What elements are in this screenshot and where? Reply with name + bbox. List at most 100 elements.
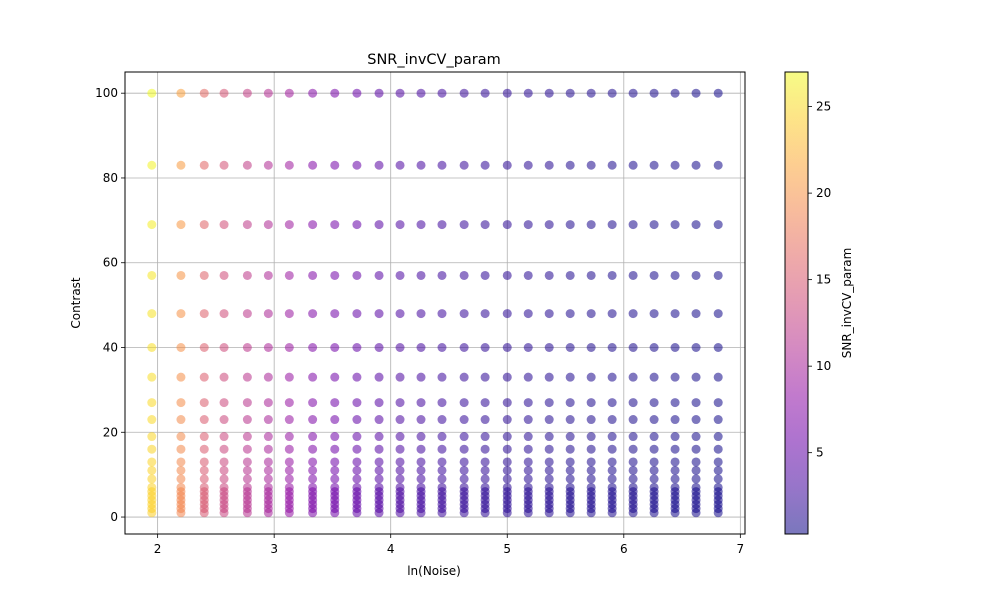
y-tick-label: 40 (103, 341, 118, 355)
scatter-point (502, 474, 512, 484)
scatter-point (219, 220, 229, 230)
scatter-point (523, 474, 533, 484)
scatter-point (713, 398, 723, 408)
scatter-point (691, 482, 701, 492)
scatter-point (395, 432, 405, 442)
scatter-point (330, 432, 340, 442)
scatter-point (176, 398, 186, 408)
scatter-point (713, 372, 723, 382)
scatter-point (199, 398, 209, 408)
scatter-point (713, 160, 723, 170)
scatter-point (459, 482, 469, 492)
scatter-point (502, 482, 512, 492)
scatter-point (416, 309, 426, 319)
scatter-point (374, 482, 384, 492)
scatter-point (416, 444, 426, 454)
scatter-point (565, 160, 575, 170)
scatter-point (480, 309, 490, 319)
scatter-point (628, 457, 638, 467)
scatter-point (199, 482, 209, 492)
scatter-point (147, 465, 157, 475)
scatter-point (416, 160, 426, 170)
scatter-point (628, 309, 638, 319)
scatter-point (565, 88, 575, 98)
scatter-point (263, 465, 273, 475)
scatter-point (523, 270, 533, 280)
scatter-point (437, 220, 447, 230)
scatter-point (284, 88, 294, 98)
x-tick-label: 2 (154, 542, 162, 556)
scatter-point (523, 482, 533, 492)
scatter-point (437, 372, 447, 382)
scatter-point (263, 270, 273, 280)
scatter-point (147, 160, 157, 170)
scatter-point (374, 343, 384, 353)
scatter-point (147, 309, 157, 319)
scatter-point (670, 220, 680, 230)
scatter-point (628, 343, 638, 353)
scatter-point (586, 343, 596, 353)
scatter-point (330, 415, 340, 425)
scatter-point (416, 465, 426, 475)
scatter-point (284, 444, 294, 454)
scatter-point (713, 457, 723, 467)
scatter-point (374, 309, 384, 319)
scatter-point (544, 372, 554, 382)
scatter-point (670, 88, 680, 98)
scatter-point (565, 457, 575, 467)
scatter-point (284, 415, 294, 425)
scatter-point (416, 415, 426, 425)
scatter-point (263, 309, 273, 319)
scatter-point (352, 432, 362, 442)
scatter-point (565, 415, 575, 425)
scatter-point (219, 372, 229, 382)
scatter-point (219, 398, 229, 408)
scatter-point (330, 457, 340, 467)
scatter-point (374, 465, 384, 475)
scatter-point (330, 482, 340, 492)
scatter-point (219, 415, 229, 425)
scatter-point (607, 88, 617, 98)
scatter-point (649, 88, 659, 98)
x-axis-label: ln(Noise) (407, 564, 461, 578)
scatter-point (374, 444, 384, 454)
scatter-point (263, 220, 273, 230)
scatter-point (565, 432, 575, 442)
plot-frame (124, 71, 746, 535)
scatter-point (437, 474, 447, 484)
scatter-point (352, 444, 362, 454)
scatter-point (649, 474, 659, 484)
x-tick-label: 6 (620, 542, 628, 556)
scatter-point (502, 457, 512, 467)
scatter-point (459, 457, 469, 467)
y-tick-label: 60 (103, 256, 118, 270)
scatter-point (199, 309, 209, 319)
scatter-point (586, 309, 596, 319)
scatter-point (147, 88, 157, 98)
scatter-point (459, 270, 469, 280)
scatter-point (242, 398, 252, 408)
scatter-point (330, 372, 340, 382)
scatter-point (308, 270, 318, 280)
scatter-point (649, 457, 659, 467)
scatter-point (352, 270, 362, 280)
scatter-point (284, 343, 294, 353)
scatter-point (480, 270, 490, 280)
scatter-point (308, 160, 318, 170)
scatter-point (691, 398, 701, 408)
scatter-point (176, 160, 186, 170)
scatter-point (502, 309, 512, 319)
scatter-point (284, 270, 294, 280)
scatter-point (374, 457, 384, 467)
scatter-point (523, 220, 533, 230)
scatter-point (586, 482, 596, 492)
scatter-point (437, 309, 447, 319)
scatter-point (284, 457, 294, 467)
scatter-point (147, 372, 157, 382)
colorbar-tick-label: 5 (816, 446, 824, 460)
x-axis-ticks: 2 3 4 5 6 7 (154, 534, 744, 556)
scatter-point (607, 220, 617, 230)
scatter-point (263, 160, 273, 170)
scatter-point (219, 444, 229, 454)
scatter-point (395, 270, 405, 280)
